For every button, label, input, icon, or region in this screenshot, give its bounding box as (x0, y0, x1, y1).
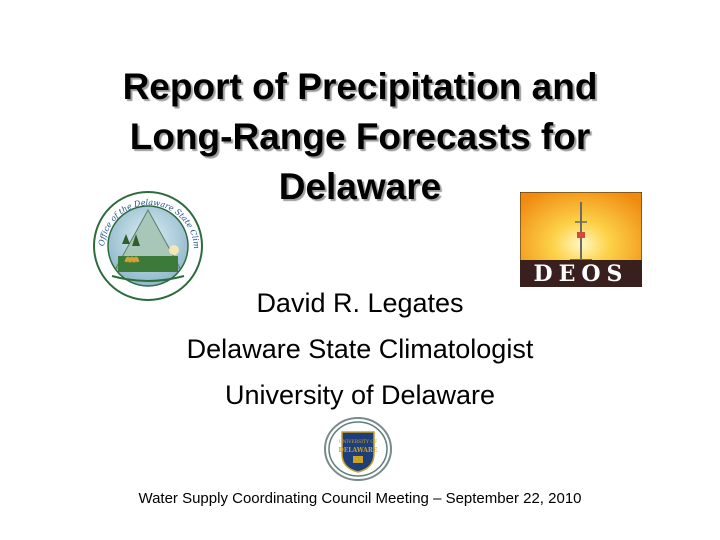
author-block: David R. Legates Delaware State Climatol… (60, 280, 660, 418)
author-role: Delaware State Climatologist (186, 334, 534, 364)
author-name: David R. Legates (256, 288, 464, 318)
climatologist-logo: Office of the Delaware State Climatologi… (82, 186, 212, 302)
title-line-1: Report of Precipitation and (122, 66, 598, 107)
author-affiliation: University of Delaware (224, 380, 496, 410)
title-line-3: Delaware (278, 166, 442, 207)
slide-title: Report of Precipitation and Long-Range F… (40, 62, 680, 212)
title-line-2: Long-Range Forecasts for (129, 116, 591, 157)
deos-text: DEOS (534, 261, 629, 287)
ud-line2: DELAWARE (339, 447, 378, 454)
footer-meeting: Water Supply Coordinating Council Meetin… (138, 490, 582, 507)
ud-line1: UNIVERSITY OF (339, 439, 378, 445)
ud-seal-logo: UNIVERSITY OF DELAWARE (322, 416, 394, 482)
deos-logo: DEOS (520, 192, 642, 287)
